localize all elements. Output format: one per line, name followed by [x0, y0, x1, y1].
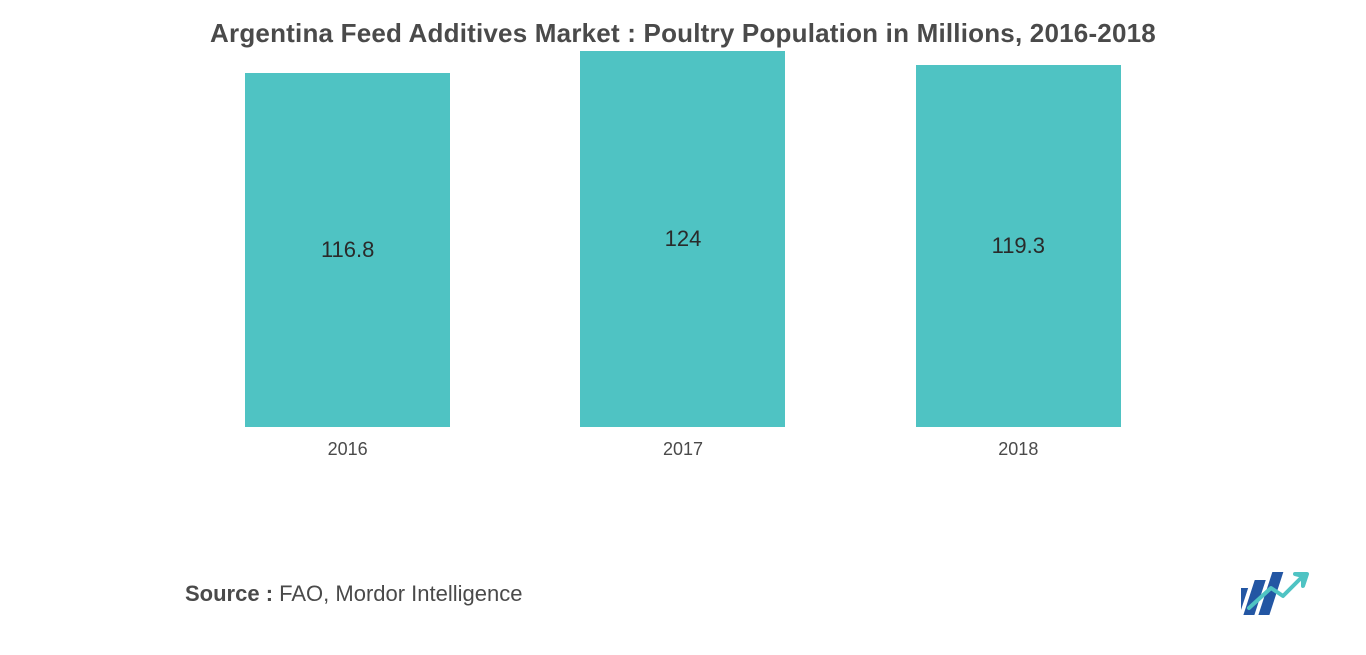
bar-2018: 119.3 [916, 65, 1121, 427]
bar-group-2018: 119.3 2018 [888, 65, 1148, 460]
x-axis-label: 2016 [328, 439, 368, 460]
bar-2016: 116.8 [245, 73, 450, 427]
bar-value-label: 116.8 [321, 237, 374, 263]
source-attribution: Source : FAO, Mordor Intelligence [185, 581, 522, 607]
chart-title: Argentina Feed Additives Market : Poultr… [0, 0, 1366, 49]
x-axis-label: 2018 [998, 439, 1038, 460]
x-axis-label: 2017 [663, 439, 703, 460]
bar-2017: 124 [580, 51, 785, 427]
mordor-logo-icon [1241, 570, 1311, 615]
bar-group-2016: 116.8 2016 [218, 73, 478, 460]
source-text: FAO, Mordor Intelligence [279, 581, 522, 606]
bar-value-label: 119.3 [992, 233, 1045, 259]
source-prefix: Source : [185, 581, 279, 606]
chart-plot-area: 116.8 2016 124 2017 119.3 2018 [180, 75, 1186, 460]
bar-group-2017: 124 2017 [553, 51, 813, 460]
bar-value-label: 124 [665, 226, 702, 252]
